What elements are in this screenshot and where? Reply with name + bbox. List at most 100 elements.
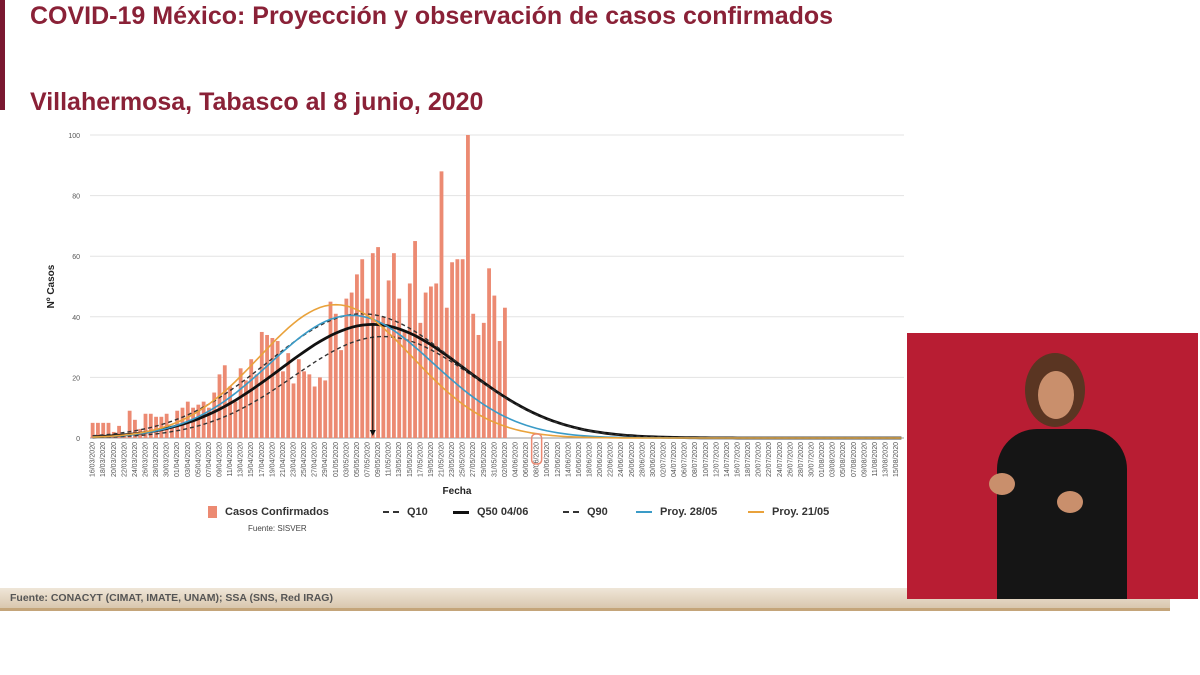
- x-tick-label: 05/04/2020: [195, 442, 202, 477]
- chart: 0 20 40 60 80 100 16/03/2020 18/03/2020 20/03/2…: [46, 133, 904, 497]
- x-tick-label: 10/06/2020: [544, 442, 551, 477]
- bar: [423, 292, 428, 438]
- bar: [196, 404, 201, 438]
- bar: [259, 331, 264, 438]
- x-tick-label: 12/06/2020: [555, 442, 562, 477]
- bar: [418, 322, 423, 438]
- chart-source: Fuente: SISVER: [248, 524, 307, 533]
- y-tick-label: 80: [72, 194, 80, 201]
- bar: [291, 383, 296, 438]
- y-tick-label: 20: [72, 375, 80, 382]
- bar: [117, 425, 121, 438]
- legend-item-q10: Q10: [383, 506, 428, 518]
- bar: [154, 416, 158, 438]
- x-tick-label: 14/06/2020: [565, 442, 572, 477]
- curve-q90: [92, 313, 902, 439]
- bar: [101, 422, 106, 438]
- bar: [270, 338, 275, 438]
- legend-line-proy-2805: [636, 511, 652, 513]
- x-tick-label: 25/04/2020: [301, 442, 308, 477]
- legend-label-casos: Casos Confirmados: [225, 506, 329, 518]
- bar: [434, 283, 439, 438]
- x-tick-label: 25/05/2020: [460, 442, 467, 477]
- x-tick-label: 08/07/2020: [692, 442, 699, 477]
- bar: [201, 401, 206, 438]
- bar: [381, 316, 386, 438]
- legend-item-casos: Casos Confirmados: [208, 506, 329, 518]
- interpreter-face: [1038, 371, 1074, 419]
- x-tick-label: 22/07/2020: [766, 442, 773, 477]
- bar: [360, 259, 365, 438]
- x-tick-label: 13/05/2020: [396, 442, 403, 477]
- x-tick-label: 30/07/2020: [809, 442, 816, 477]
- bar: [439, 171, 444, 439]
- x-tick-label: 21/04/2020: [280, 442, 287, 477]
- x-tick-label: 16/03/2020: [90, 442, 97, 477]
- x-tick-label: 10/07/2020: [703, 442, 710, 477]
- bar: [217, 374, 222, 438]
- x-tick-label: 27/04/2020: [312, 442, 319, 477]
- x-tick-label: 20/06/2020: [597, 442, 604, 477]
- legend-line-q90: [563, 511, 579, 513]
- bar: [249, 359, 254, 438]
- x-tick-label: 18/07/2020: [745, 442, 752, 477]
- bar: [355, 274, 359, 438]
- bar: [476, 334, 481, 438]
- bar: [333, 313, 338, 438]
- bar: [302, 371, 306, 438]
- bar: [318, 377, 322, 438]
- x-tick-label: 19/05/2020: [428, 442, 435, 477]
- peak-arrow-head: [369, 430, 376, 436]
- bar: [455, 259, 460, 438]
- legend-label-q50: Q50 04/06: [477, 506, 529, 518]
- bar: [392, 253, 396, 438]
- bar: [312, 386, 317, 438]
- bar: [286, 353, 291, 438]
- bar: [497, 341, 502, 438]
- x-tick-label: 22/03/2020: [121, 442, 128, 477]
- x-tick-label: 07/05/2020: [365, 442, 372, 477]
- x-axis-ticks: 16/03/2020 18/03/2020 20/03/2020 22/03/2020…: [90, 442, 900, 477]
- x-tick-label: 20/03/2020: [111, 442, 118, 477]
- bar: [339, 350, 343, 438]
- x-tick-label: 03/05/2020: [343, 442, 350, 477]
- x-tick-label: 24/07/2020: [777, 442, 784, 477]
- x-tick-label: 26/06/2020: [629, 442, 636, 477]
- curve-series: [92, 303, 902, 440]
- x-tick-label: 20/07/2020: [756, 442, 763, 477]
- x-tick-label: 16/07/2020: [735, 442, 742, 477]
- y-tick-label: 100: [68, 133, 80, 140]
- y-tick-label: 60: [72, 254, 80, 261]
- legend-item-q50: Q50 04/06: [453, 506, 528, 518]
- bar: [296, 359, 301, 438]
- x-tick-label: 24/06/2020: [618, 442, 625, 477]
- x-tick-label: 06/06/2020: [523, 442, 530, 477]
- bar: [148, 413, 153, 438]
- bar: [349, 292, 354, 438]
- x-tick-label: 23/05/2020: [449, 442, 456, 477]
- x-tick-label: 05/08/2020: [840, 442, 847, 477]
- bar: [450, 262, 454, 438]
- bar: [106, 422, 111, 438]
- x-tick-label: 09/04/2020: [217, 442, 224, 477]
- legend-line-q50: [453, 510, 469, 514]
- y-tick-label: 40: [72, 315, 80, 322]
- bar: [207, 407, 211, 438]
- slide-subtitle: Villahermosa, Tabasco al 8 junio, 2020: [30, 88, 484, 116]
- x-tick-label: 04/07/2020: [671, 442, 678, 477]
- bar: [376, 247, 380, 438]
- bar: [212, 392, 217, 438]
- x-tick-label: 18/03/2020: [100, 442, 107, 477]
- bar: [481, 322, 486, 438]
- accent-bar: [0, 0, 5, 110]
- bar: [96, 422, 100, 438]
- bar: [492, 295, 497, 438]
- legend-item-proy-2105: Proy. 21/05: [748, 506, 829, 518]
- x-tick-label: 01/05/2020: [333, 442, 340, 477]
- y-tick-label: 0: [76, 436, 80, 443]
- x-tick-label: 09/05/2020: [375, 442, 382, 477]
- bar: [281, 371, 285, 438]
- bar: [503, 307, 507, 438]
- x-tick-label: 28/03/2020: [153, 442, 160, 477]
